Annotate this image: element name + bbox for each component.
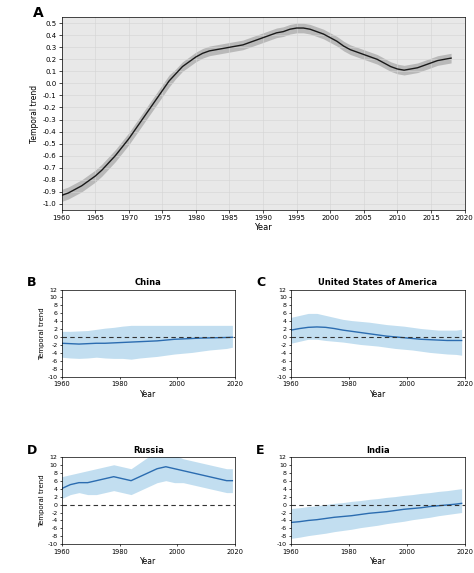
Text: B: B bbox=[27, 276, 36, 289]
Title: United States of America: United States of America bbox=[318, 278, 437, 288]
X-axis label: Year: Year bbox=[254, 223, 272, 233]
Title: China: China bbox=[135, 278, 162, 288]
Text: C: C bbox=[256, 276, 265, 289]
X-axis label: Year: Year bbox=[140, 390, 156, 399]
Y-axis label: Temporal trend: Temporal trend bbox=[30, 84, 39, 143]
Title: India: India bbox=[366, 446, 390, 454]
X-axis label: Year: Year bbox=[370, 558, 386, 566]
Y-axis label: Temporal trend: Temporal trend bbox=[39, 474, 45, 527]
X-axis label: Year: Year bbox=[140, 558, 156, 566]
Text: A: A bbox=[33, 6, 44, 19]
Title: Russia: Russia bbox=[133, 446, 164, 454]
Y-axis label: Temporal trend: Temporal trend bbox=[39, 307, 45, 360]
X-axis label: Year: Year bbox=[370, 390, 386, 399]
Text: D: D bbox=[27, 444, 37, 457]
Text: E: E bbox=[256, 444, 264, 457]
